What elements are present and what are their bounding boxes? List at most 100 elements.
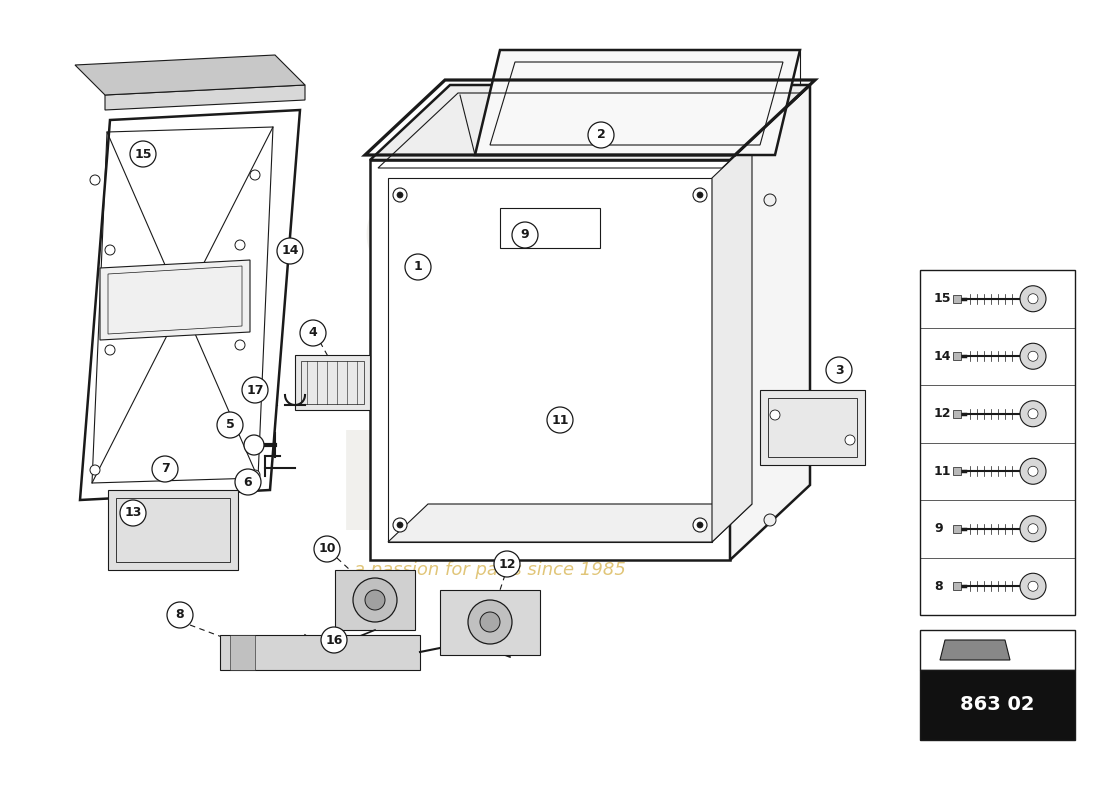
- Polygon shape: [953, 467, 961, 475]
- Text: euro
car
parts: euro car parts: [334, 170, 725, 530]
- Text: 15: 15: [934, 292, 952, 306]
- Polygon shape: [920, 670, 1075, 740]
- Circle shape: [235, 340, 245, 350]
- Text: 6: 6: [244, 475, 252, 489]
- Polygon shape: [80, 110, 300, 500]
- Circle shape: [321, 627, 346, 653]
- Text: 7: 7: [161, 462, 169, 475]
- Circle shape: [1028, 351, 1038, 362]
- Circle shape: [764, 194, 776, 206]
- Circle shape: [494, 551, 520, 577]
- Polygon shape: [230, 635, 255, 670]
- Polygon shape: [730, 85, 810, 560]
- Text: 1: 1: [414, 261, 422, 274]
- Circle shape: [235, 240, 245, 250]
- Circle shape: [697, 192, 703, 198]
- Polygon shape: [440, 590, 540, 655]
- Circle shape: [1020, 458, 1046, 484]
- Text: 17: 17: [246, 383, 264, 397]
- Circle shape: [393, 188, 407, 202]
- Circle shape: [845, 435, 855, 445]
- Text: 11: 11: [934, 465, 952, 478]
- Polygon shape: [388, 504, 752, 542]
- Circle shape: [167, 602, 192, 628]
- Circle shape: [405, 254, 431, 280]
- Polygon shape: [920, 270, 1075, 615]
- Polygon shape: [500, 208, 600, 248]
- Polygon shape: [760, 390, 865, 465]
- Text: 10: 10: [318, 542, 336, 555]
- Text: 12: 12: [498, 558, 516, 570]
- Circle shape: [1020, 401, 1046, 426]
- Circle shape: [90, 175, 100, 185]
- Polygon shape: [475, 50, 800, 155]
- Circle shape: [1020, 343, 1046, 370]
- Circle shape: [826, 357, 852, 383]
- Circle shape: [300, 320, 326, 346]
- Polygon shape: [920, 630, 1075, 670]
- Text: 9: 9: [934, 522, 943, 535]
- Polygon shape: [712, 140, 752, 542]
- Circle shape: [397, 522, 403, 528]
- Text: 8: 8: [934, 580, 943, 593]
- Circle shape: [1028, 524, 1038, 534]
- Circle shape: [1020, 516, 1046, 542]
- Circle shape: [277, 238, 302, 264]
- Polygon shape: [108, 490, 238, 570]
- Text: 15: 15: [134, 147, 152, 161]
- Circle shape: [393, 518, 407, 532]
- Circle shape: [235, 469, 261, 495]
- Polygon shape: [75, 55, 305, 95]
- Circle shape: [152, 456, 178, 482]
- Polygon shape: [100, 260, 250, 340]
- Text: 14: 14: [934, 350, 952, 362]
- Polygon shape: [953, 582, 961, 590]
- Circle shape: [697, 522, 703, 528]
- Polygon shape: [104, 85, 305, 110]
- Text: 4: 4: [309, 326, 318, 339]
- Polygon shape: [940, 640, 1010, 660]
- Circle shape: [244, 435, 264, 455]
- Circle shape: [770, 410, 780, 420]
- Circle shape: [353, 578, 397, 622]
- Text: 5: 5: [226, 418, 234, 431]
- Circle shape: [588, 122, 614, 148]
- Polygon shape: [953, 525, 961, 533]
- Text: 11: 11: [551, 414, 569, 426]
- Text: 863 02: 863 02: [959, 695, 1034, 714]
- Circle shape: [397, 192, 403, 198]
- Circle shape: [120, 500, 146, 526]
- Circle shape: [242, 377, 268, 403]
- Circle shape: [1020, 286, 1046, 312]
- Polygon shape: [370, 160, 730, 560]
- Circle shape: [512, 222, 538, 248]
- Text: 2: 2: [596, 129, 605, 142]
- Circle shape: [104, 345, 116, 355]
- Polygon shape: [220, 635, 420, 670]
- Circle shape: [1028, 582, 1038, 591]
- Text: 3: 3: [835, 363, 844, 377]
- Circle shape: [250, 470, 260, 480]
- Text: 8: 8: [176, 609, 185, 622]
- Polygon shape: [953, 410, 961, 418]
- Circle shape: [314, 536, 340, 562]
- Circle shape: [547, 407, 573, 433]
- Circle shape: [764, 514, 776, 526]
- Text: 9: 9: [520, 229, 529, 242]
- Circle shape: [1020, 574, 1046, 599]
- Polygon shape: [336, 570, 415, 630]
- Polygon shape: [953, 352, 961, 360]
- Circle shape: [468, 600, 512, 644]
- Circle shape: [90, 465, 100, 475]
- Circle shape: [693, 188, 707, 202]
- Polygon shape: [950, 655, 1015, 665]
- Text: 16: 16: [326, 634, 343, 646]
- Circle shape: [365, 590, 385, 610]
- Circle shape: [130, 141, 156, 167]
- Polygon shape: [953, 294, 961, 302]
- Polygon shape: [295, 355, 370, 410]
- Circle shape: [480, 612, 501, 632]
- Text: a passion for parts since 1985: a passion for parts since 1985: [354, 561, 626, 579]
- Polygon shape: [370, 85, 810, 160]
- Text: 13: 13: [124, 506, 142, 519]
